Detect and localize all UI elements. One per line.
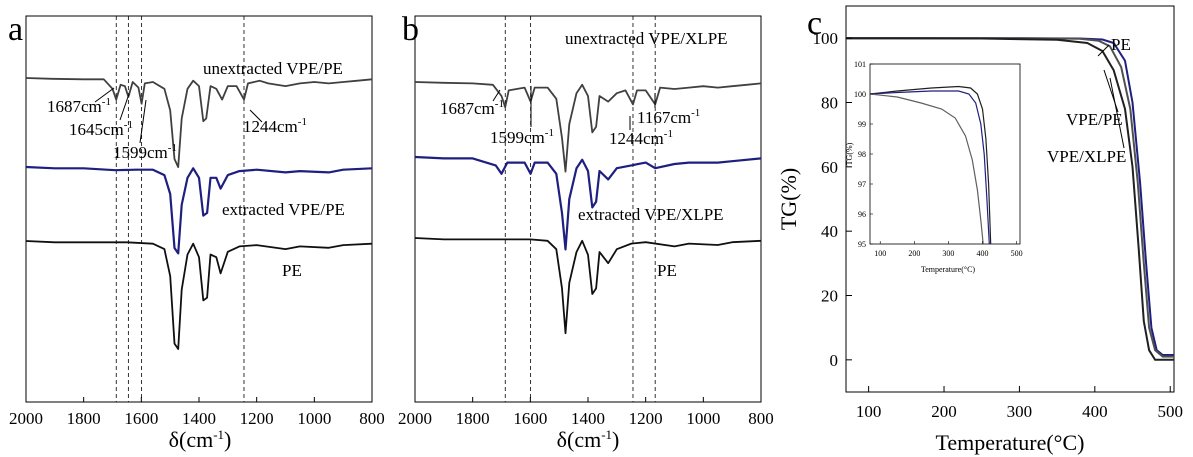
panel-a-arrow-1687 bbox=[94, 87, 115, 103]
b-series-1 bbox=[414, 155, 762, 251]
c-xtick-label-200: 200 bbox=[931, 402, 957, 421]
a-series-2 bbox=[25, 240, 373, 350]
panel-c: c 100 200 300 400 500 0 20 40 60 80 100 Temperatur… bbox=[776, 5, 1183, 455]
c-xtick-label-400: 400 bbox=[1082, 402, 1108, 421]
panel-c-inset-xlabel: Temperature(°C) bbox=[921, 265, 976, 274]
panel-a-xlabel: δ(cm-1) bbox=[169, 427, 232, 452]
a-tick-label-1800: 1800 bbox=[67, 409, 101, 428]
ci-ytick-label-101: 101 bbox=[854, 60, 866, 69]
panel-c-inset: 100 200 300 400 500 95 96 97 98 99 100 101 Temperat… bbox=[845, 60, 1023, 274]
a-tick-label-2000: 2000 bbox=[9, 409, 43, 428]
panel-b-peak-1167: 1167cm-1 bbox=[637, 107, 700, 127]
b-tick-label-1800: 1800 bbox=[456, 409, 490, 428]
b-tick-label-1200: 1200 bbox=[629, 409, 663, 428]
panel-a-peak-1599: 1599cm-1 bbox=[113, 142, 177, 162]
panel-c-label-vpe-pe: VPE/PE bbox=[1066, 110, 1123, 129]
c-ytick-label-60: 60 bbox=[821, 158, 838, 177]
panel-c-arrow-pe bbox=[1097, 44, 1110, 57]
panel-c-frame bbox=[845, 5, 1175, 393]
panel-a-peak-1687: 1687cm-1 bbox=[47, 96, 111, 116]
panel-b-label-unextracted: unextracted VPE/XLPE bbox=[565, 29, 728, 48]
panel-a-label-pe: PE bbox=[282, 261, 302, 280]
panel-b-arrow-1687 bbox=[492, 89, 501, 102]
a-tick-label-1200: 1200 bbox=[240, 409, 274, 428]
panel-c-inset-frame bbox=[869, 63, 1021, 245]
panel-b-label-extracted: extracted VPE/XLPE bbox=[578, 205, 724, 224]
c-ytick-label-80: 80 bbox=[821, 94, 838, 113]
c-xtick-label-500: 500 bbox=[1157, 402, 1183, 421]
c-ytick-label-20: 20 bbox=[821, 287, 838, 306]
panel-c-xlabel: Temperature(°C) bbox=[936, 430, 1085, 455]
ci-xtick-label-400: 400 bbox=[977, 249, 989, 258]
panel-b-peak-1599: 1599cm-1 bbox=[490, 127, 554, 147]
c-xtick-label-300: 300 bbox=[1007, 402, 1033, 421]
b-tick-label-1000: 1000 bbox=[686, 409, 720, 428]
ci-ytick-label-100: 100 bbox=[854, 90, 866, 99]
panel-b-peak-1687: 1687cm-1 bbox=[440, 98, 504, 118]
c-ytick-label-0: 0 bbox=[830, 351, 839, 370]
panel-c-ylabel: TG(%) bbox=[776, 168, 801, 230]
b-tick-label-1400: 1400 bbox=[571, 409, 605, 428]
ci-series-0 bbox=[869, 85, 992, 245]
a-tick-label-1400: 1400 bbox=[182, 409, 216, 428]
ci-ytick-label-97: 97 bbox=[858, 180, 866, 189]
ci-series-1 bbox=[869, 90, 990, 245]
a-series-1 bbox=[25, 165, 373, 255]
panel-a-label: a bbox=[8, 11, 23, 48]
panel-c-label: c bbox=[807, 5, 822, 42]
ci-xtick-label-200: 200 bbox=[908, 249, 920, 258]
ci-xtick-label-100: 100 bbox=[874, 249, 886, 258]
panel-a: a 2000 1800 1600 1400 1200 1000 800 unextracte… bbox=[8, 11, 385, 452]
a-tick-label-800: 800 bbox=[359, 409, 385, 428]
c-ytick-label-100: 100 bbox=[813, 29, 839, 48]
ci-series-2 bbox=[869, 93, 984, 245]
c-ytick-label-40: 40 bbox=[821, 222, 838, 241]
panel-c-arrow-vpe-xlpe bbox=[1109, 77, 1125, 149]
ci-ytick-label-99: 99 bbox=[858, 120, 866, 129]
panel-b-label: b bbox=[402, 11, 419, 48]
panel-a-label-extracted: extracted VPE/PE bbox=[222, 200, 345, 219]
panel-c-inset-ylabel: TG(%) bbox=[845, 142, 854, 165]
c-xtick-label-100: 100 bbox=[856, 402, 882, 421]
panel-c-label-pe: PE bbox=[1111, 35, 1131, 54]
panel-a-arrow-1645 bbox=[119, 93, 130, 121]
ci-ytick-label-96: 96 bbox=[858, 210, 866, 219]
panel-a-label-unextracted: unextracted VPE/PE bbox=[203, 59, 343, 78]
a-tick-label-1000: 1000 bbox=[297, 409, 331, 428]
c-series-2 bbox=[845, 37, 1174, 361]
ci-xtick-label-500: 500 bbox=[1011, 249, 1023, 258]
panel-b: b 2000 1800 1600 1400 1200 1000 800 unextracte… bbox=[398, 11, 774, 452]
ci-xtick-label-300: 300 bbox=[942, 249, 954, 258]
ci-ytick-label-98: 98 bbox=[858, 150, 866, 159]
b-series-0 bbox=[414, 81, 762, 173]
panel-a-arrow-1244 bbox=[249, 109, 263, 123]
panel-a-peak-1645: 1645cm-1 bbox=[69, 119, 133, 139]
b-tick-label-800: 800 bbox=[748, 409, 774, 428]
panel-a-peak-1244: 1244cm-1 bbox=[243, 116, 307, 136]
panel-b-peak-1244: 1244cm-1 bbox=[609, 128, 673, 148]
panel-a-arrow-1599 bbox=[139, 99, 147, 144]
b-tick-label-1600: 1600 bbox=[513, 409, 547, 428]
b-tick-label-2000: 2000 bbox=[398, 409, 432, 428]
a-tick-label-1600: 1600 bbox=[124, 409, 158, 428]
panel-c-label-vpe-xlpe: VPE/XLPE bbox=[1047, 147, 1126, 166]
c-series-1 bbox=[846, 37, 1174, 358]
b-series-2 bbox=[414, 237, 762, 335]
panel-b-xlabel: δ(cm-1) bbox=[557, 427, 620, 452]
panel-b-label-pe: PE bbox=[657, 261, 677, 280]
ci-ytick-label-95: 95 bbox=[858, 240, 866, 249]
a-series-0 bbox=[25, 77, 373, 168]
